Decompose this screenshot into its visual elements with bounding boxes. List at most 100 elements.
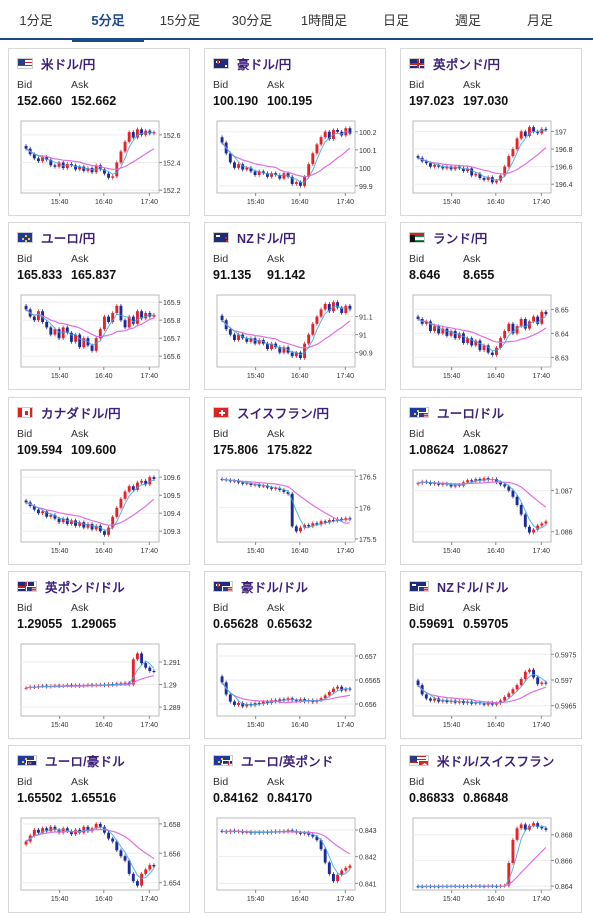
ask-value: 100.195 xyxy=(267,94,313,108)
y-tick-label: 1.29 xyxy=(163,683,177,690)
price-chart[interactable]: 0.5975 0.597 0.5965 15:40 16:40 17:40 xyxy=(401,634,583,734)
candle-body xyxy=(57,329,61,339)
card-header[interactable]: 英ポンド/円 xyxy=(409,55,501,72)
card-header[interactable]: ユーロ/英ポンド xyxy=(213,752,334,769)
candle-body xyxy=(131,316,135,324)
flag-gb-icon xyxy=(409,57,425,69)
candle-body xyxy=(82,166,86,171)
price-chart[interactable]: 0.868 0.866 0.864 15:40 16:40 17:40 xyxy=(401,808,583,908)
rate-card[interactable]: 英ポンド/ドル Bid Ask 1.29055 1.29065 1.291 1.2… xyxy=(8,571,190,739)
tab-6[interactable]: 週足 xyxy=(454,13,481,28)
candle-body xyxy=(441,328,445,334)
candle-body xyxy=(102,531,106,535)
card-header[interactable]: ユーロ/ドル xyxy=(409,404,505,421)
tab-3[interactable]: 30分足 xyxy=(231,13,273,28)
rate-card[interactable]: 英ポンド/円 Bid Ask 197.023 197.030 197 196.8 1… xyxy=(400,48,582,216)
price-chart[interactable]: 0.843 0.842 0.841 15:40 16:40 17:40 xyxy=(205,808,387,908)
card-header[interactable]: NZドル/円 xyxy=(213,229,296,246)
candle-body xyxy=(424,694,428,699)
currency-pair[interactable]: ユーロ/英ポンド xyxy=(241,754,334,769)
rate-card[interactable]: 米ドル/円 Bid Ask 152.660 152.662 152.6 152.4… xyxy=(8,48,190,216)
candle-body xyxy=(319,521,323,525)
tab-7[interactable]: 月足 xyxy=(526,13,553,28)
price-chart[interactable]: 152.6 152.4 152.2 15:40 16:40 17:40 xyxy=(9,111,191,211)
currency-pair[interactable]: ユーロ/ドル xyxy=(437,406,505,421)
rate-card[interactable]: 豪ドル/円 Bid Ask 100.190 100.195 100.2 100.1… xyxy=(204,48,386,216)
rate-card[interactable]: スイスフラン/円 Bid Ask 175.806 175.822 176.5 17… xyxy=(204,397,386,565)
tab-0[interactable]: 1分足 xyxy=(19,13,53,28)
ma-short-line xyxy=(417,479,547,530)
rate-card[interactable]: NZドル/ドル Bid Ask 0.59691 0.59705 0.5975 0.… xyxy=(400,571,582,739)
currency-pair[interactable]: ユーロ/豪ドル xyxy=(45,754,125,769)
price-chart[interactable]: 1.087 1.086 15:40 16:40 17:40 xyxy=(401,460,583,560)
rate-card[interactable]: ランド/円 Bid Ask 8.646 8.655 8.65 8.64 8.63 15… xyxy=(400,222,582,390)
card-header[interactable]: NZドル/ドル xyxy=(409,578,509,595)
currency-pair[interactable]: ランド/円 xyxy=(433,231,488,246)
price-chart[interactable]: 100.2 100.1 100 99.9 15:40 16:40 17:40 xyxy=(205,111,387,211)
x-tick-label: 17:40 xyxy=(533,722,551,729)
rate-card[interactable]: 米ドル/スイスフラン Bid Ask 0.86833 0.86848 0.868… xyxy=(400,745,582,913)
rate-card[interactable]: ユーロ/豪ドル Bid Ask 1.65502 1.65516 1.658 1.6… xyxy=(8,745,190,913)
price-chart[interactable]: 1.291 1.29 1.289 15:40 16:40 17:40 xyxy=(9,634,191,734)
currency-pair[interactable]: 英ポンド/円 xyxy=(433,57,501,72)
currency-pair[interactable]: 豪ドル/ドル xyxy=(241,580,309,595)
x-tick-label: 17:40 xyxy=(533,548,551,555)
currency-pair[interactable]: NZドル/円 xyxy=(237,231,296,246)
candle-body xyxy=(499,700,503,704)
rate-card[interactable]: ユーロ/英ポンド Bid Ask 0.84162 0.84170 0.843 0.… xyxy=(204,745,386,913)
candle-body xyxy=(478,173,482,179)
currency-pair[interactable]: カナダドル/円 xyxy=(41,406,121,421)
card-header[interactable]: スイスフラン/円 xyxy=(213,404,330,421)
candle-body xyxy=(265,343,269,349)
candle-body xyxy=(286,491,290,494)
card-header[interactable]: 英ポンド/ドル xyxy=(17,578,125,595)
card-header[interactable]: 米ドル/円 xyxy=(17,55,96,72)
candle-body xyxy=(278,175,282,179)
card-header[interactable]: ユーロ/円 xyxy=(17,229,96,246)
rate-card[interactable]: ユーロ/ドル Bid Ask 1.08624 1.08627 1.087 1.08… xyxy=(400,397,582,565)
candle-body xyxy=(282,490,286,492)
candle-body xyxy=(94,338,98,351)
currency-pair[interactable]: NZドル/ドル xyxy=(437,580,509,595)
candle-body xyxy=(228,153,232,163)
candle-body xyxy=(45,322,49,328)
currency-pair[interactable]: ユーロ/円 xyxy=(41,231,96,246)
rate-card[interactable]: NZドル/円 Bid Ask 91.135 91.142 91.1 91 90.9 1… xyxy=(204,222,386,390)
card-header[interactable]: ランド/円 xyxy=(409,229,488,246)
card-header[interactable]: 米ドル/スイスフラン xyxy=(409,752,555,769)
tab-2[interactable]: 15分足 xyxy=(159,13,201,28)
currency-pair[interactable]: 英ポンド/ドル xyxy=(45,580,125,595)
currency-pair[interactable]: 米ドル/円 xyxy=(41,57,96,72)
card-header[interactable]: カナダドル/円 xyxy=(17,404,121,421)
y-tick-label: 1.654 xyxy=(163,881,181,888)
card-header[interactable]: ユーロ/豪ドル xyxy=(17,752,125,769)
tab-4[interactable]: 1時間足 xyxy=(300,13,348,28)
rate-card[interactable]: ユーロ/円 Bid Ask 165.833 165.837 165.9 165.8… xyxy=(8,222,190,390)
candle-body xyxy=(49,159,53,166)
currency-pair[interactable]: スイスフラン/円 xyxy=(237,406,330,421)
price-chart[interactable]: 109.6 109.5 109.4 109.3 15:40 16:40 17:40 xyxy=(9,460,191,560)
currency-pair[interactable]: 米ドル/スイスフラン xyxy=(437,754,555,769)
candle-body xyxy=(140,480,144,483)
price-chart[interactable]: 165.9 165.8 165.7 165.6 15:40 16:40 17:40 xyxy=(9,285,191,385)
currency-pair[interactable]: 豪ドル/円 xyxy=(237,57,292,72)
price-chart[interactable]: 0.657 0.6565 0.656 15:40 16:40 17:40 xyxy=(205,634,387,734)
price-chart[interactable]: 8.65 8.64 8.63 15:40 16:40 17:40 xyxy=(401,285,583,385)
x-tick-label: 15:40 xyxy=(443,199,461,206)
rate-card[interactable]: 豪ドル/ドル Bid Ask 0.65628 0.65632 0.657 0.65… xyxy=(204,571,386,739)
candle-body xyxy=(111,838,115,842)
price-chart[interactable]: 1.658 1.656 1.654 15:40 16:40 17:40 xyxy=(9,808,191,908)
rate-card[interactable]: カナダドル/円 Bid Ask 109.594 109.600 109.6 109… xyxy=(8,397,190,565)
card-header[interactable]: 豪ドル/ドル xyxy=(213,578,309,595)
tab-5[interactable]: 日足 xyxy=(382,13,409,28)
price-chart[interactable]: 176.5 176 175.5 15:40 16:40 17:40 xyxy=(205,460,387,560)
candle-body xyxy=(453,484,457,487)
card-header[interactable]: 豪ドル/円 xyxy=(213,55,292,72)
candle-body xyxy=(286,698,290,701)
candle-body xyxy=(78,166,82,170)
price-chart[interactable]: 197 196.8 196.6 196.4 15:40 16:40 17:40 xyxy=(401,111,583,211)
y-tick-label: 165.8 xyxy=(163,318,181,325)
candle-body xyxy=(470,480,474,482)
tab-1[interactable]: 5分足 xyxy=(72,0,144,42)
price-chart[interactable]: 91.1 91 90.9 15:40 16:40 17:40 xyxy=(205,285,387,385)
